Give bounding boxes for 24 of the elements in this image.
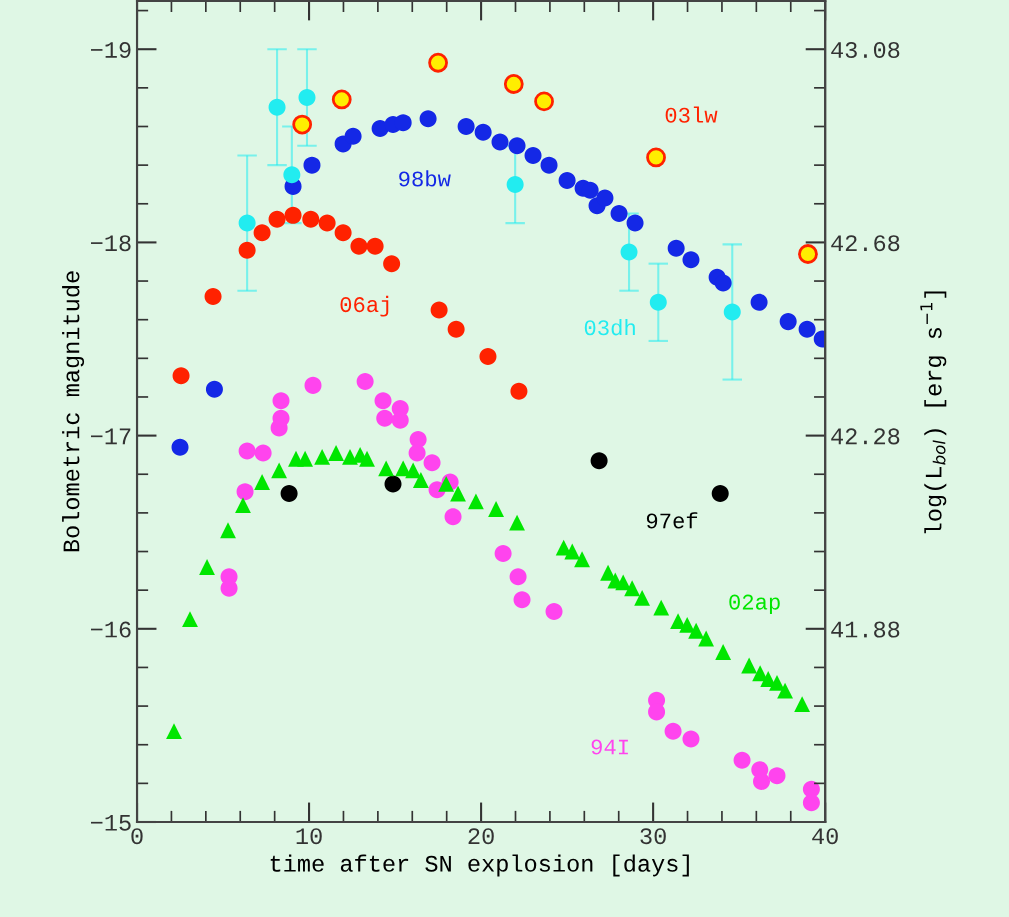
series-label: 03lw <box>665 106 718 123</box>
x-tick-label: 40 <box>812 828 838 845</box>
y-axis-title: Bolometric magnitude <box>62 271 85 552</box>
series-label: 03dh <box>584 318 635 336</box>
x-tick-label: 20 <box>468 828 494 845</box>
series-label: 06aj <box>340 295 389 317</box>
y2-tick-label: 43.08 <box>831 41 900 58</box>
y-tick-label: −19 <box>91 41 131 58</box>
series-label: 02ap <box>729 594 780 615</box>
x-axis-title: time after SN explosion [days] <box>270 854 689 877</box>
y2-axis-title: log(L$_{bol}$) [erg s$^{−1}$] <box>920 291 947 534</box>
y-tick-label: −17 <box>91 428 131 445</box>
x-tick-label: 0 <box>131 828 143 845</box>
series-label: 94I <box>591 739 628 755</box>
x-tick-label: 30 <box>640 828 666 845</box>
y2-tick-label: 42.68 <box>831 235 900 252</box>
series-label: 97ef <box>646 512 698 529</box>
y-tick-label: −18 <box>91 235 131 252</box>
y-tick-label: −15 <box>91 815 131 831</box>
series-label: 98bw <box>399 170 451 187</box>
y2-tick-label: 42.28 <box>831 428 900 445</box>
x-tick-label: 10 <box>296 828 322 845</box>
y-tick-label: −16 <box>91 621 131 638</box>
y2-tick-label: 41.88 <box>831 621 900 638</box>
